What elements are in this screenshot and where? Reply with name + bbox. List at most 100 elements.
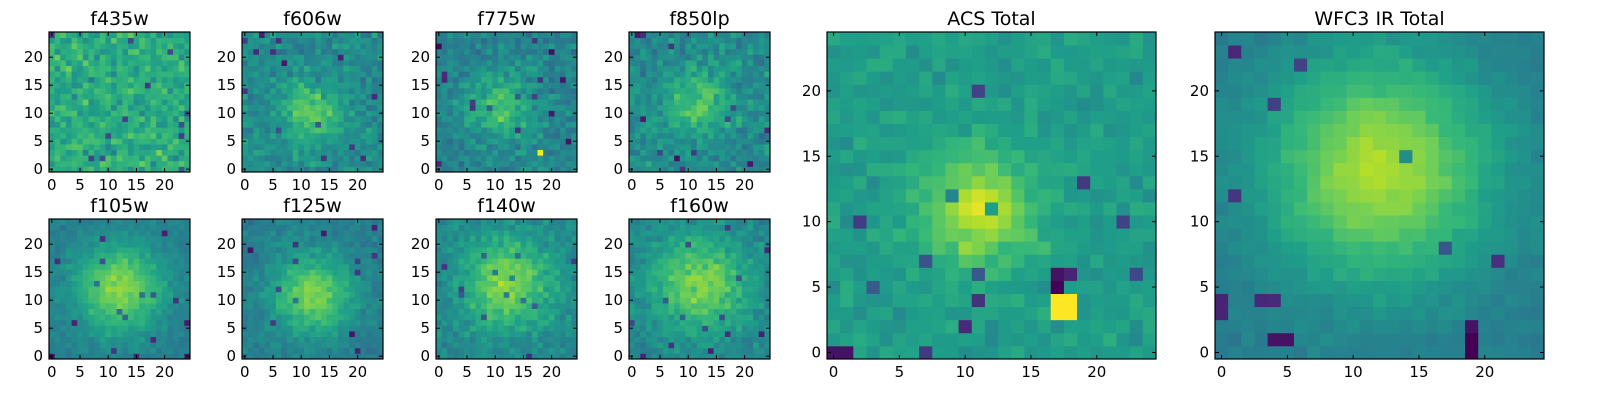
heatmap-cell [105, 286, 112, 293]
heatmap-cell [54, 37, 61, 44]
heatmap-cell [292, 319, 299, 326]
heatmap-cell [343, 353, 350, 360]
heatmap-cell [343, 235, 350, 242]
heatmap-cell [156, 247, 163, 253]
heatmap-cell [144, 247, 151, 253]
heatmap-cell [537, 99, 544, 106]
heatmap-cell [537, 127, 544, 134]
heatmap-cell [150, 353, 157, 360]
heatmap-cell [315, 144, 322, 150]
heatmap-cell [486, 308, 493, 315]
heatmap-cell [281, 263, 288, 270]
heatmap-cell [82, 116, 89, 122]
heatmap-cell [178, 138, 185, 145]
heatmap-cell [509, 353, 516, 360]
heatmap-cell [360, 252, 367, 259]
heatmap-cell [377, 331, 384, 337]
y-tick-label: 0 [420, 347, 430, 365]
heatmap-cell [253, 93, 260, 100]
heatmap-cell [65, 269, 72, 276]
heatmap-cell [258, 71, 265, 78]
heatmap-cell [509, 99, 516, 106]
heatmap-cell [247, 144, 254, 150]
heatmap-cell [634, 353, 641, 360]
heatmap-cell [498, 48, 505, 55]
heatmap-cell [111, 127, 118, 134]
heatmap-cell [691, 60, 698, 66]
heatmap-cell [111, 166, 118, 173]
heatmap-cell [492, 104, 499, 111]
heatmap-cell [554, 235, 561, 242]
heatmap-cell [264, 331, 271, 337]
heatmap-cell [77, 247, 84, 253]
heatmap-cell [645, 336, 652, 343]
heatmap-cell [184, 48, 191, 55]
heatmap-cell [548, 308, 555, 315]
heatmap-cell [657, 149, 664, 156]
heatmap-cell [309, 155, 316, 162]
heatmap-cell [116, 241, 123, 248]
heatmap-cell [475, 99, 482, 106]
heatmap-cell [707, 303, 714, 309]
heatmap-cell [503, 149, 510, 156]
heatmap-cell [111, 43, 118, 50]
heatmap-cell [764, 37, 771, 44]
heatmap-cell [161, 263, 168, 270]
heatmap-cell [116, 43, 123, 50]
heatmap-cell [105, 303, 112, 309]
heatmap-cell [571, 286, 578, 293]
heatmap-cell [309, 132, 316, 139]
heatmap-cell [640, 331, 647, 337]
heatmap-cell [332, 71, 339, 78]
heatmap-cell [657, 71, 664, 78]
heatmap-cell [640, 308, 647, 315]
heatmap-cell [275, 121, 282, 128]
heatmap-cell [54, 155, 61, 162]
heatmap-cell [281, 291, 288, 298]
heatmap-cell [133, 149, 140, 156]
heatmap-cell [531, 60, 538, 66]
heatmap-cell [150, 82, 157, 89]
heatmap-cell [514, 258, 521, 265]
heatmap-cell [548, 104, 555, 111]
heatmap-cell [258, 104, 265, 111]
heatmap-cell [127, 71, 134, 78]
y-tick-label: 15 [24, 76, 43, 94]
heatmap-cell [60, 235, 67, 242]
heatmap-cell [270, 43, 277, 50]
heatmap-cell [548, 342, 555, 349]
heatmap-cell [719, 314, 726, 321]
heatmap-cell [349, 93, 356, 100]
heatmap-cell [724, 76, 731, 83]
heatmap-cell [640, 71, 647, 78]
heatmap-cell [275, 82, 282, 89]
heatmap-cell [122, 144, 129, 150]
heatmap-cell [315, 280, 322, 287]
heatmap-cell [503, 32, 510, 38]
heatmap-cell [258, 314, 265, 321]
heatmap-cell [184, 280, 191, 287]
heatmap-cell [377, 342, 384, 349]
heatmap-cell [178, 235, 185, 242]
heatmap-cell [657, 336, 664, 343]
heatmap-cell [674, 303, 681, 309]
heatmap-cell [651, 144, 658, 150]
heatmap-cell [309, 331, 316, 337]
heatmap-cell [571, 71, 578, 78]
heatmap-cell [315, 308, 322, 315]
heatmap-cell [270, 93, 277, 100]
heatmap-cell [161, 336, 168, 343]
heatmap-cell [343, 303, 350, 309]
heatmap-cell [736, 144, 743, 150]
heatmap-cell [71, 48, 78, 55]
heatmap-cell [156, 219, 163, 225]
heatmap-cell [173, 353, 180, 360]
heatmap-cell [702, 88, 709, 94]
heatmap-cell [724, 71, 731, 78]
heatmap-cell [441, 99, 448, 106]
heatmap-cell [343, 160, 350, 167]
heatmap-cell [458, 71, 465, 78]
heatmap-cell [332, 60, 339, 66]
heatmap-cell [343, 54, 350, 61]
heatmap-cell [662, 144, 669, 150]
